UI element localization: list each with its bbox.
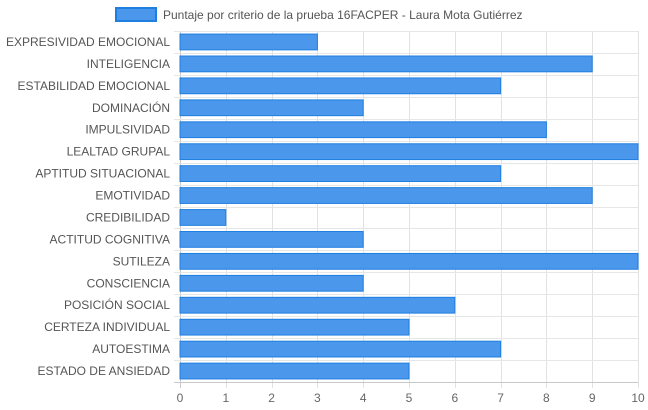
bar-7[interactable]	[179, 187, 593, 204]
bar-3[interactable]	[179, 99, 364, 117]
bar-0[interactable]	[179, 33, 318, 51]
category-label: CREDIBILIDAD	[86, 210, 170, 224]
bar-5[interactable]	[179, 143, 639, 161]
x-tick-label: 2	[268, 391, 275, 405]
category-label: EMOTIVIDAD	[95, 189, 170, 203]
bar-4[interactable]	[179, 121, 547, 139]
bar-13[interactable]	[179, 318, 410, 336]
bar-6[interactable]	[179, 165, 502, 182]
bar-15[interactable]	[179, 362, 410, 380]
bar-14[interactable]	[179, 340, 502, 358]
x-tick-label: 7	[497, 391, 504, 405]
bars	[179, 33, 639, 380]
category-label: CERTEZA INDIVIDUAL	[44, 320, 170, 334]
x-tick-label: 10	[631, 391, 645, 405]
bar-10[interactable]	[179, 252, 639, 270]
category-label: POSICIÓN SOCIAL	[64, 297, 170, 312]
x-tick-label: 8	[543, 391, 550, 405]
category-label: DOMINACIÓN	[92, 100, 170, 115]
bar-9[interactable]	[179, 231, 364, 248]
category-label: ESTADO DE ANSIEDAD	[38, 364, 171, 378]
category-label: ACTITUD COGNITIVA	[50, 232, 170, 246]
y-axis-labels: EXPRESIVIDAD EMOCIONAL INTELIGENCIA ESTABI…	[6, 35, 170, 378]
bar-11[interactable]	[179, 274, 364, 292]
bar-12[interactable]	[179, 296, 456, 314]
category-label: SUTILEZA	[113, 254, 170, 268]
category-label: ESTABILIDAD EMOCIONAL	[18, 79, 171, 93]
x-axis-ticks: 0 1 2 3 4 5 6 7 8 9 10	[177, 391, 645, 405]
x-tick-label: 0	[177, 391, 184, 405]
category-label: LEALTAD GRUPAL	[67, 145, 171, 159]
x-tick-label: 5	[406, 391, 413, 405]
legend[interactable]: Puntaje por criterio de la prueba 16FACP…	[115, 7, 523, 22]
category-label: EXPRESIVIDAD EMOCIONAL	[6, 35, 170, 49]
category-label: INTELIGENCIA	[87, 57, 170, 71]
x-tick-label: 6	[451, 391, 458, 405]
bar-1[interactable]	[179, 55, 593, 73]
bar-8[interactable]	[179, 209, 227, 226]
x-tick-label: 1	[222, 391, 229, 405]
bar-2[interactable]	[179, 77, 502, 95]
category-label: AUTOESTIMA	[92, 342, 170, 356]
legend-swatch[interactable]	[115, 7, 157, 22]
x-tick-label: 9	[589, 391, 596, 405]
legend-label[interactable]: Puntaje por criterio de la prueba 16FACP…	[163, 8, 523, 22]
category-label: CONSCIENCIA	[87, 276, 170, 290]
category-label: APTITUD SITUACIONAL	[35, 167, 170, 181]
category-label: IMPULSIVIDAD	[85, 123, 170, 137]
x-tick-label: 4	[360, 391, 367, 405]
x-tick-label: 3	[314, 391, 321, 405]
